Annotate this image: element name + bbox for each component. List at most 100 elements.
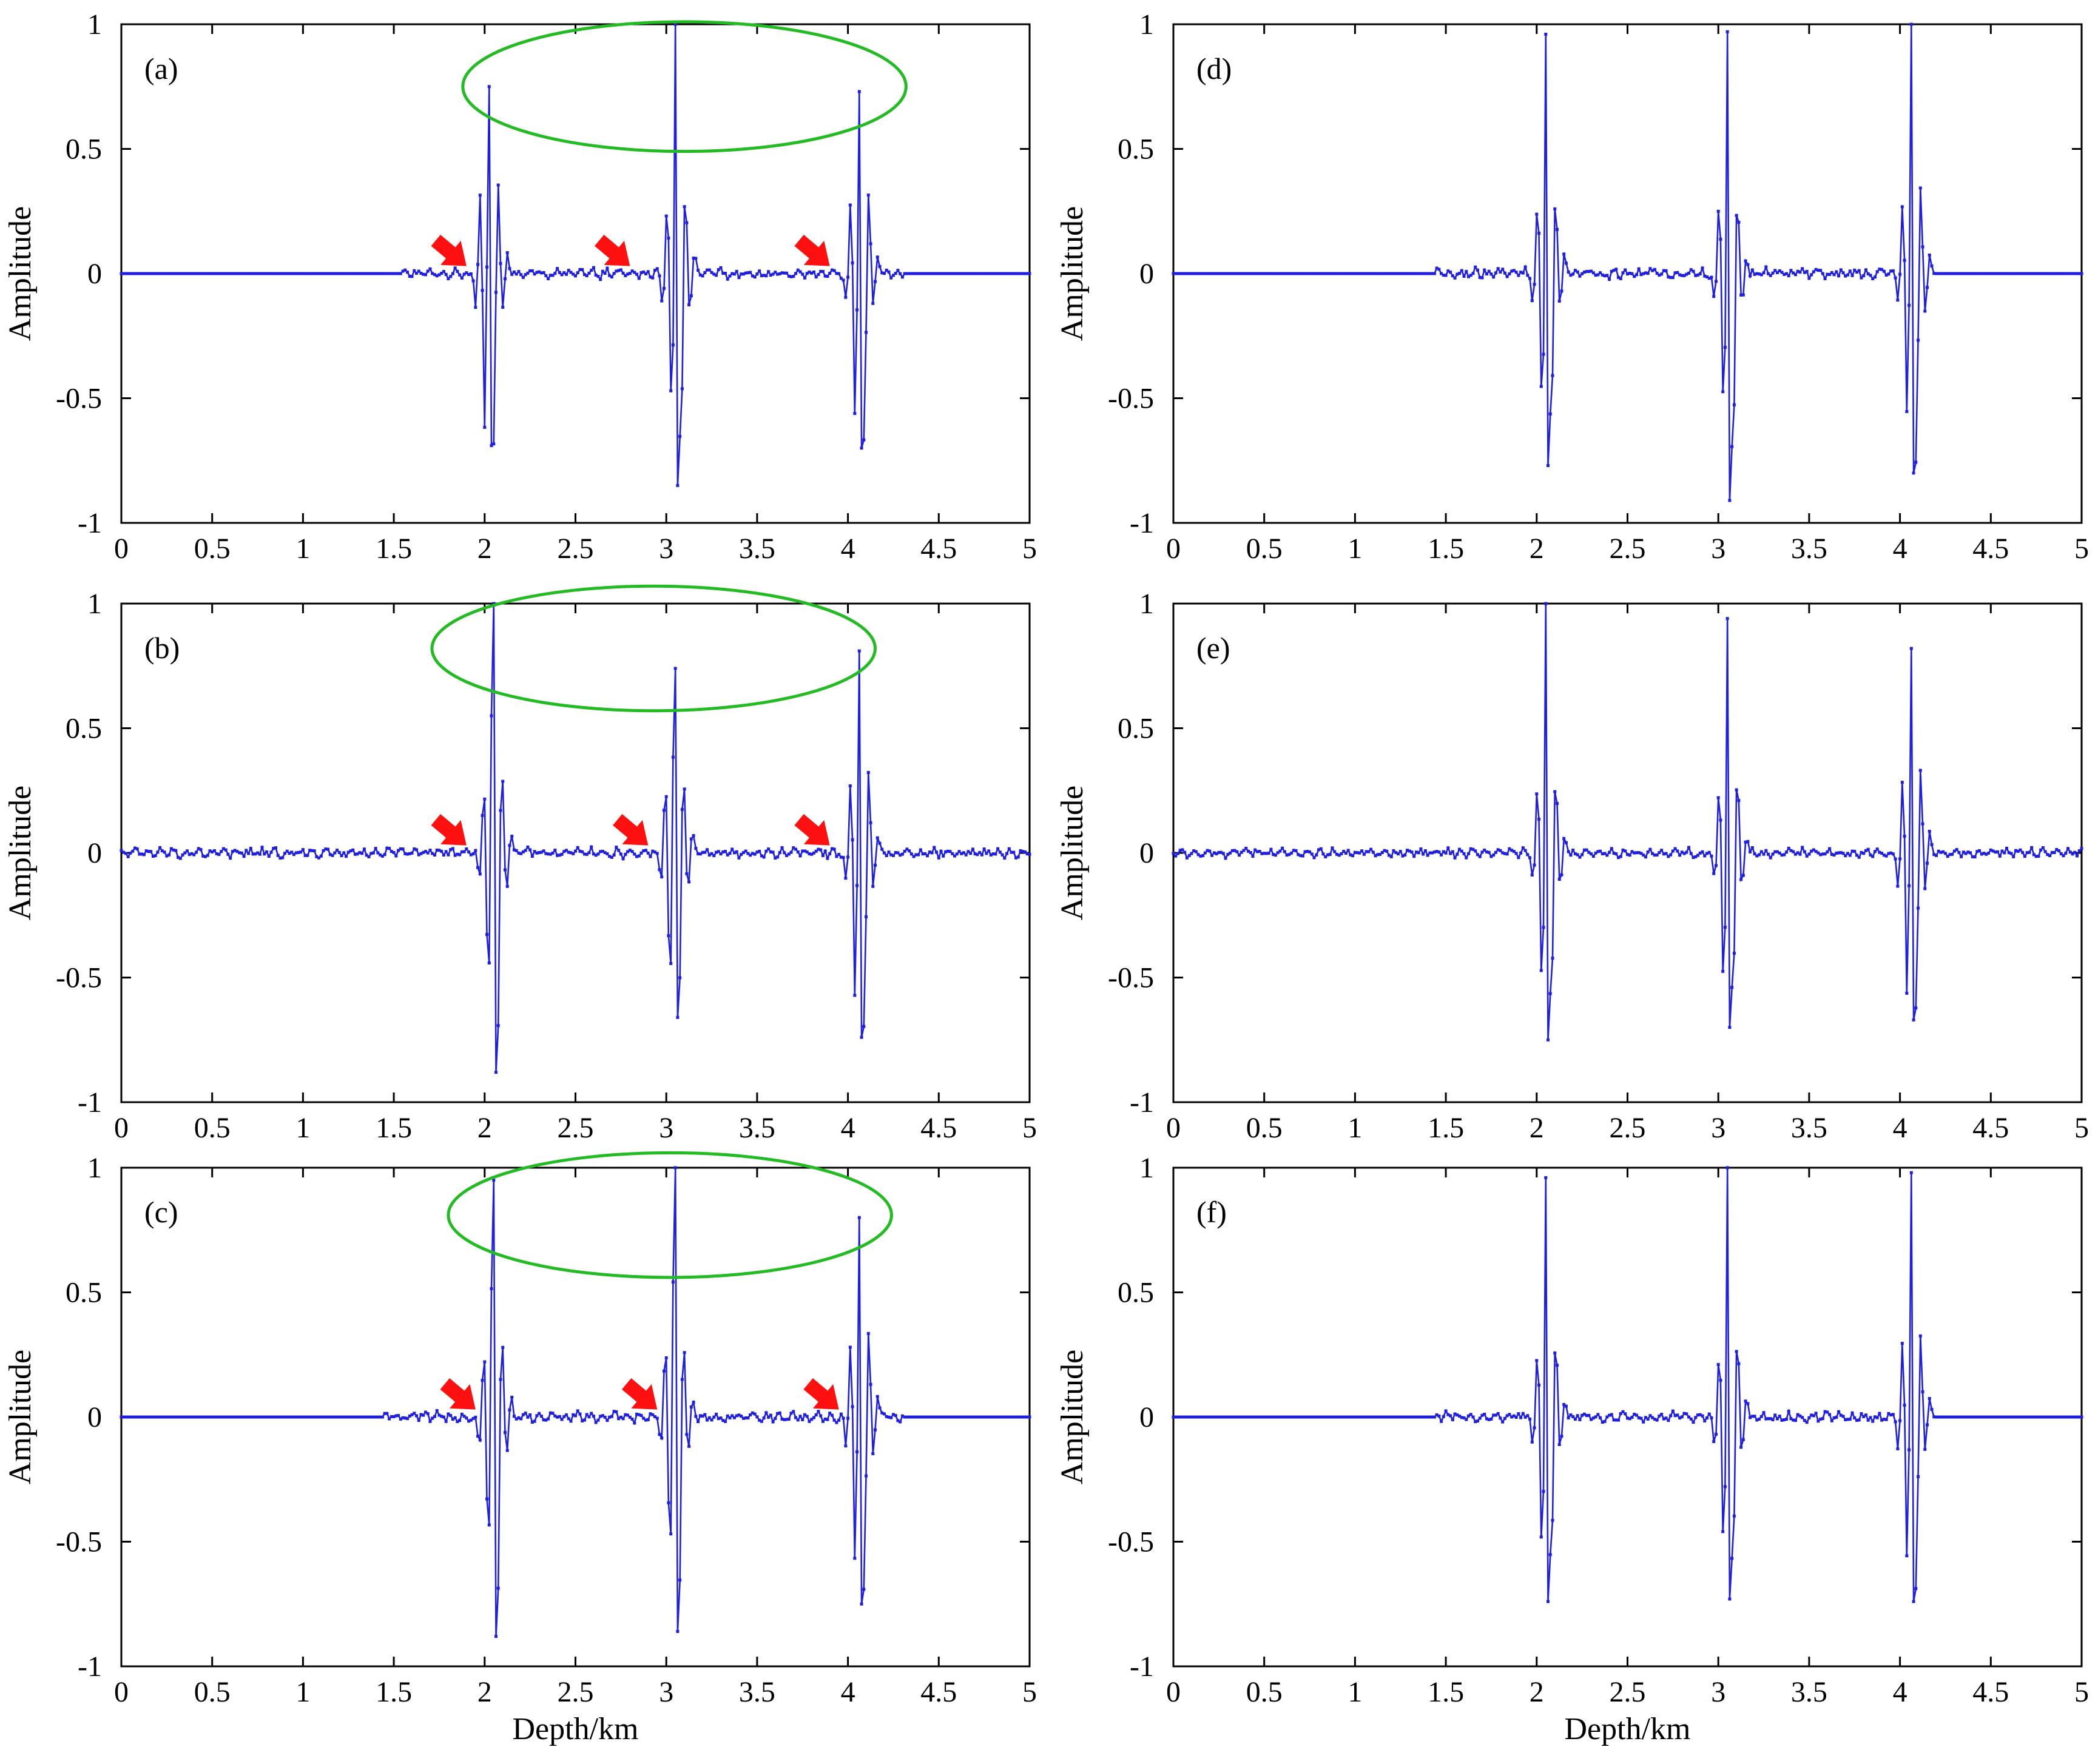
data-point bbox=[460, 276, 464, 280]
data-point bbox=[1914, 1006, 1918, 1010]
data-point bbox=[1417, 1415, 1420, 1419]
data-point bbox=[1850, 849, 1854, 853]
data-point bbox=[553, 272, 557, 275]
data-point bbox=[874, 280, 877, 283]
data-point bbox=[419, 852, 423, 855]
data-point bbox=[715, 850, 718, 854]
data-point bbox=[415, 1414, 419, 1418]
data-point bbox=[1392, 272, 1395, 275]
data-point bbox=[658, 1433, 661, 1436]
data-point bbox=[871, 301, 875, 305]
data-point bbox=[1235, 850, 1239, 853]
data-point bbox=[792, 275, 795, 278]
data-point bbox=[642, 849, 646, 852]
data-point bbox=[1784, 272, 1788, 275]
data-point bbox=[1801, 1416, 1804, 1419]
data-point bbox=[585, 1413, 589, 1416]
data-point bbox=[599, 278, 602, 281]
data-point bbox=[746, 271, 750, 275]
data-point bbox=[1181, 272, 1184, 275]
data-point bbox=[2055, 272, 2059, 275]
data-point bbox=[1832, 853, 1836, 857]
data-point bbox=[619, 1415, 622, 1419]
data-point bbox=[1580, 272, 1584, 275]
data-point bbox=[169, 272, 173, 275]
data-point bbox=[254, 272, 257, 275]
data-point bbox=[673, 667, 677, 670]
data-point bbox=[140, 1415, 144, 1419]
data-point bbox=[1639, 1416, 1643, 1420]
data-point bbox=[379, 853, 382, 857]
data-point bbox=[1614, 852, 1618, 856]
data-point bbox=[1682, 274, 1686, 277]
data-point bbox=[889, 276, 893, 280]
data-point bbox=[1826, 272, 1829, 276]
data-point bbox=[201, 272, 205, 275]
data-point bbox=[1773, 1413, 1777, 1417]
data-point bbox=[917, 272, 920, 275]
data-point bbox=[301, 272, 305, 275]
data-point bbox=[514, 849, 518, 852]
data-point bbox=[1423, 1415, 1427, 1419]
data-point bbox=[664, 214, 668, 218]
data-point bbox=[435, 1409, 439, 1413]
data-point bbox=[1744, 259, 1747, 263]
data-point bbox=[151, 855, 155, 858]
data-point bbox=[741, 272, 745, 276]
data-point bbox=[919, 1415, 922, 1419]
data-point bbox=[1812, 1414, 1815, 1418]
data-point bbox=[1474, 265, 1477, 269]
data-point bbox=[991, 1415, 995, 1419]
data-point bbox=[2071, 852, 2074, 856]
data-point bbox=[1335, 852, 1338, 856]
data-point bbox=[678, 976, 682, 980]
data-point bbox=[1934, 853, 1938, 857]
data-point bbox=[985, 272, 988, 275]
data-point bbox=[942, 1415, 945, 1419]
data-point bbox=[2034, 272, 2038, 275]
data-point bbox=[664, 1356, 668, 1359]
data-point bbox=[608, 1415, 612, 1419]
data-point bbox=[1642, 1420, 1645, 1424]
data-point bbox=[440, 1415, 444, 1418]
data-point bbox=[1435, 850, 1439, 853]
data-point bbox=[842, 278, 845, 282]
data-point bbox=[1523, 265, 1527, 269]
data-point bbox=[1301, 854, 1304, 858]
data-point bbox=[1680, 274, 1684, 277]
data-point bbox=[862, 1025, 866, 1028]
data-point bbox=[460, 850, 464, 853]
data-point bbox=[2057, 272, 2061, 275]
y-tick-label: -1 bbox=[1130, 1651, 1154, 1683]
data-point bbox=[2023, 272, 2026, 275]
data-point bbox=[2000, 272, 2004, 275]
data-point bbox=[324, 847, 328, 851]
data-point bbox=[1810, 1413, 1813, 1417]
data-point bbox=[319, 272, 323, 275]
data-point bbox=[726, 1414, 729, 1418]
data-point bbox=[565, 849, 568, 852]
data-point bbox=[1172, 852, 1175, 855]
data-point bbox=[256, 272, 260, 275]
data-point bbox=[1873, 1415, 1877, 1419]
data-point bbox=[662, 287, 666, 291]
data-point bbox=[1660, 272, 1664, 276]
data-point bbox=[914, 272, 918, 275]
data-point bbox=[1230, 849, 1234, 852]
data-point bbox=[1455, 1413, 1459, 1417]
data-point bbox=[2012, 1415, 2015, 1419]
data-point bbox=[1206, 849, 1209, 852]
data-point bbox=[1355, 272, 1359, 275]
data-point bbox=[1952, 272, 1956, 275]
data-point bbox=[1353, 850, 1357, 854]
red-arrow bbox=[621, 1378, 658, 1410]
data-point bbox=[360, 852, 364, 855]
data-point bbox=[1557, 1443, 1561, 1446]
data-point bbox=[165, 1415, 169, 1419]
data-point bbox=[1367, 850, 1371, 853]
data-point bbox=[1555, 801, 1559, 805]
data-point bbox=[966, 1415, 970, 1419]
x-tick-label: 3 bbox=[1711, 1112, 1725, 1144]
data-point bbox=[451, 1418, 454, 1421]
data-point bbox=[1517, 1412, 1520, 1416]
